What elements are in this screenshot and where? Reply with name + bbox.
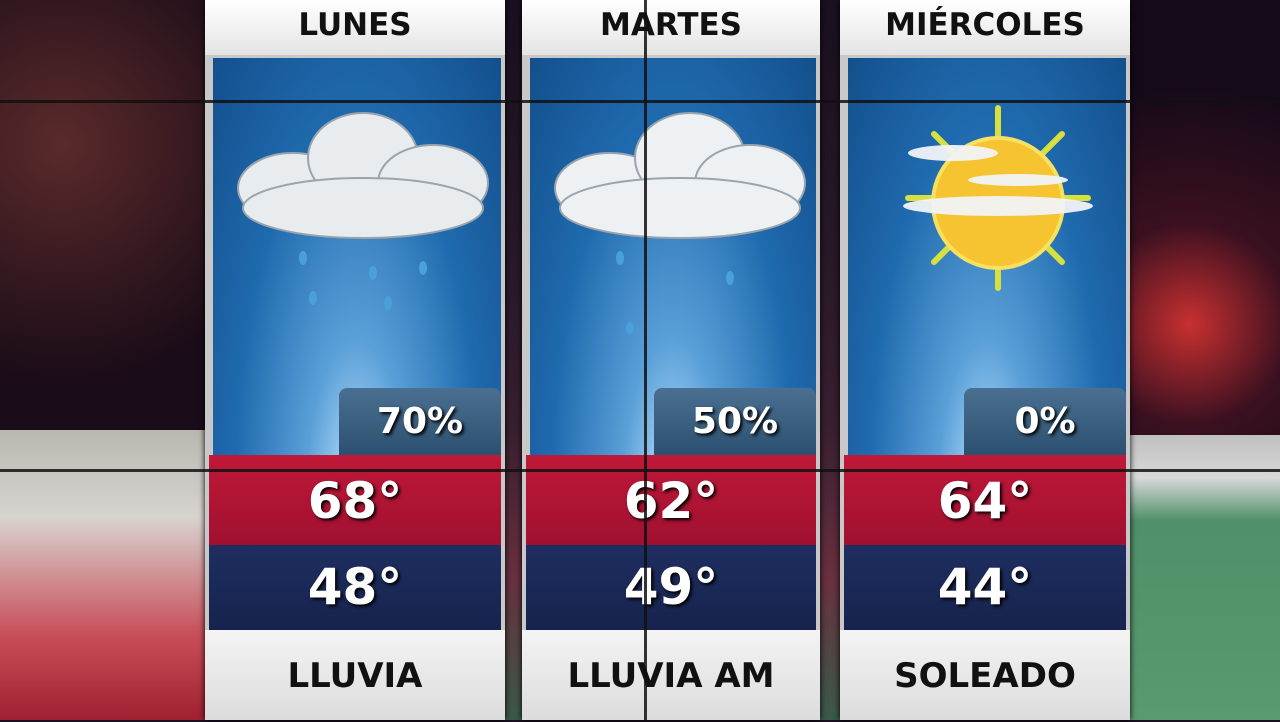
day-name: MARTES	[522, 0, 820, 55]
low-temp: 49°	[526, 545, 816, 630]
studio-grid-line	[0, 100, 1280, 103]
day-name: LUNES	[205, 0, 505, 55]
condition: LLUVIA AM	[522, 630, 820, 720]
precip-chance: 0%	[964, 388, 1126, 455]
forecast-day-wednesday: MIÉRCOLES 0% 64° 44° SOLEADO	[840, 0, 1130, 720]
forecast-day-monday: LUNES 70% 68° 48° LLUVIA	[205, 0, 505, 720]
precip-chance: 50%	[654, 388, 816, 455]
condition: SOLEADO	[840, 630, 1130, 720]
day-name: MIÉRCOLES	[840, 0, 1130, 55]
sun-icon	[903, 105, 1093, 291]
background-city-left	[0, 0, 205, 720]
studio-grid-line	[644, 0, 647, 720]
low-temp: 48°	[209, 545, 501, 630]
condition: LLUVIA	[205, 630, 505, 720]
cloud-rain-icon	[554, 112, 806, 334]
studio-floor	[0, 430, 205, 720]
cloud-rain-icon	[237, 112, 489, 310]
low-temp: 44°	[844, 545, 1126, 630]
background-city-right	[1130, 0, 1280, 720]
precip-chance: 70%	[339, 388, 501, 455]
studio-grid-line	[0, 469, 1280, 472]
studio-floor	[1130, 435, 1280, 720]
forecast-day-tuesday: MARTES 50% 62° 49° LLUVIA AM	[522, 0, 820, 720]
